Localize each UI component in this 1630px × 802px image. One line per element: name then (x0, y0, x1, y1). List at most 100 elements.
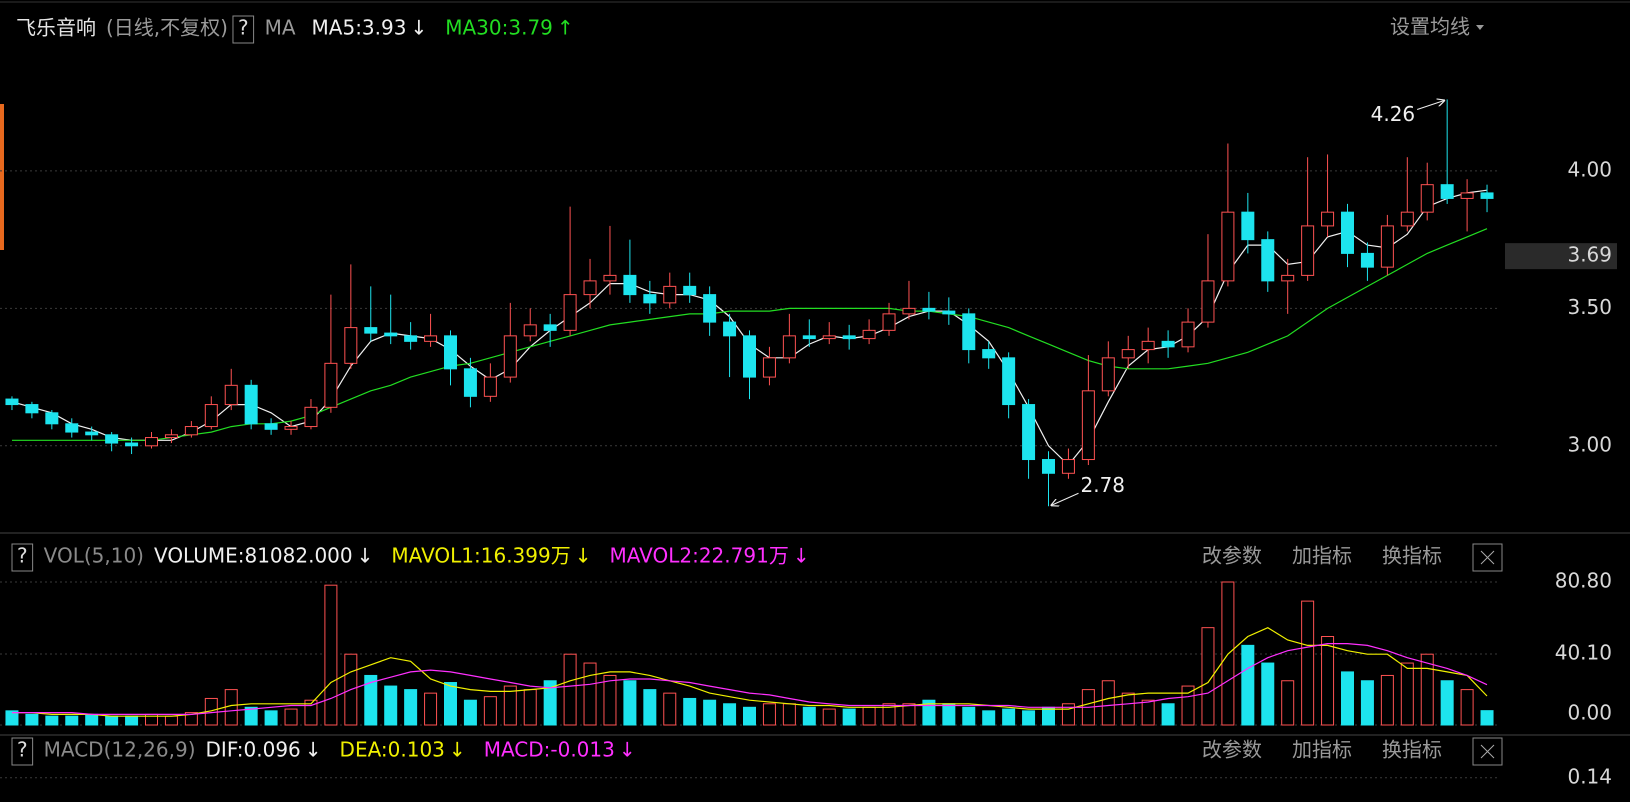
volume-bar (862, 706, 876, 726)
candle-body (1181, 321, 1195, 348)
indicator-name: MA (265, 16, 296, 40)
indicator-title: VOL(5,10) (44, 544, 144, 568)
candle-body (643, 294, 657, 304)
volume-bar (364, 674, 378, 726)
candle-body (1081, 390, 1095, 461)
y-tick-label: 40.10 (1555, 641, 1612, 665)
candle-body (822, 335, 836, 340)
candle-body (145, 437, 158, 447)
y-tick-label: 3.00 (1567, 432, 1612, 456)
help-button[interactable]: ? (17, 738, 28, 762)
volume-bar (463, 699, 477, 726)
volume-bar (1321, 636, 1335, 726)
volume-bar (1241, 644, 1255, 726)
candle-body (344, 327, 358, 364)
candle-body (424, 335, 438, 342)
help-button[interactable]: ? (17, 544, 28, 568)
volume-bar (164, 715, 178, 726)
settings-button[interactable]: 设置均线 (1390, 15, 1470, 39)
volume-bar (304, 699, 318, 726)
candle-body (743, 335, 756, 378)
candle-body (802, 335, 816, 340)
volume-bar (603, 674, 617, 726)
settings-dropdown-icon[interactable] (1476, 25, 1484, 30)
candle-body (1360, 252, 1374, 268)
volume-bar (1261, 662, 1275, 726)
volume-bar (703, 699, 717, 726)
candle-body (1161, 340, 1175, 348)
candle-body (962, 313, 976, 351)
ma-line (12, 643, 1488, 715)
candle-body (1002, 357, 1016, 406)
volume-bar (264, 710, 278, 726)
legend-item: DEA:0.103 (340, 738, 445, 762)
volume-bar (1420, 653, 1434, 726)
close-icon[interactable] (1480, 744, 1495, 759)
candle-body (1400, 211, 1414, 227)
volume-bar (842, 708, 856, 726)
volume-bar (284, 708, 298, 726)
help-button[interactable]: ? (238, 16, 249, 40)
toolbar-button[interactable]: 改参数 (1202, 738, 1262, 762)
volume-bar (483, 696, 497, 726)
y-tick-label: 4.00 (1567, 157, 1612, 181)
candle-body (782, 335, 796, 359)
volume-bar (1400, 662, 1414, 726)
toolbar-button[interactable]: 加指标 (1292, 544, 1352, 568)
candle-body (523, 324, 537, 337)
help-button-frame[interactable] (11, 543, 34, 572)
candle-body (1420, 184, 1434, 213)
volume-bar (782, 703, 796, 726)
volume-bar (1281, 680, 1295, 726)
candle-body (85, 431, 99, 436)
close-button[interactable] (1472, 543, 1503, 572)
candle-body (1221, 211, 1235, 282)
legend-item: MAVOL1:16.399万 (391, 544, 570, 568)
volume-bar (882, 703, 896, 726)
volume-bar (65, 715, 79, 726)
candle-body (463, 368, 477, 397)
legend-trend: ↓ (305, 738, 322, 762)
candle-body (1460, 192, 1474, 199)
close-button[interactable] (1472, 737, 1503, 766)
candle-body (882, 313, 896, 331)
help-button-frame[interactable] (11, 737, 34, 766)
volume-bar (822, 708, 836, 726)
candle-body (304, 406, 318, 428)
candle-body (1141, 340, 1155, 351)
volume-bar (623, 680, 637, 726)
candle-body (1121, 349, 1135, 359)
candle-body (1480, 192, 1494, 199)
candle-body (184, 426, 198, 436)
y-tick-label: 0.14 (1567, 764, 1612, 788)
close-icon[interactable] (1480, 550, 1495, 565)
toolbar-button[interactable]: 加指标 (1292, 738, 1352, 762)
volume-bar (802, 706, 816, 726)
volume-bar (1440, 680, 1454, 726)
candle-body (1101, 357, 1115, 392)
candle-body (25, 404, 39, 414)
legend-item: MAVOL2:22.791万 (610, 544, 789, 568)
legend-trend: ↓ (793, 544, 810, 568)
candle-body (364, 327, 378, 334)
volume-bar (922, 699, 936, 726)
candle-body (603, 274, 617, 282)
candle-body (483, 376, 497, 397)
help-button-frame[interactable] (232, 15, 255, 44)
legend-item: MA30:3.79 (445, 16, 553, 40)
candle-body (264, 423, 278, 430)
toolbar-button[interactable]: 换指标 (1382, 544, 1442, 568)
toolbar-button[interactable]: 换指标 (1382, 738, 1442, 762)
volume-bar (543, 680, 557, 726)
volume-bar (1460, 689, 1474, 726)
candle-body (1201, 280, 1215, 323)
toolbar-button[interactable]: 改参数 (1202, 544, 1262, 568)
volume-bar (1101, 680, 1115, 726)
current-price-box (1505, 243, 1617, 270)
volume-bar (184, 712, 198, 726)
candle-body (324, 362, 338, 408)
volume-bar (1181, 685, 1195, 726)
y-tick-label: 80.80 (1555, 569, 1612, 593)
candle-body (164, 434, 178, 439)
